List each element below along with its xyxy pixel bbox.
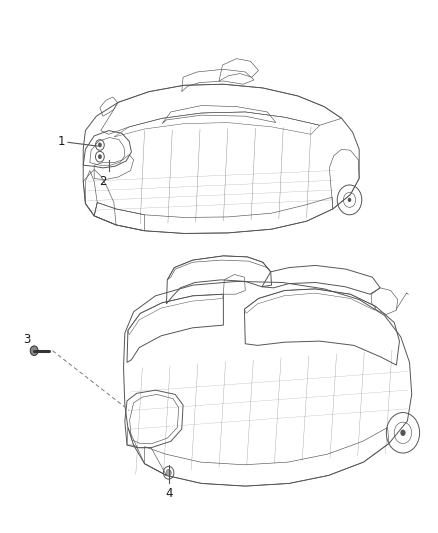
Text: 2: 2 — [99, 175, 107, 188]
Text: 3: 3 — [24, 334, 31, 346]
Text: 4: 4 — [165, 487, 173, 500]
Circle shape — [166, 470, 171, 476]
Circle shape — [98, 155, 102, 159]
Circle shape — [348, 198, 351, 202]
Circle shape — [98, 143, 102, 147]
Circle shape — [30, 346, 38, 356]
Text: 1: 1 — [57, 135, 65, 148]
Circle shape — [400, 430, 406, 436]
